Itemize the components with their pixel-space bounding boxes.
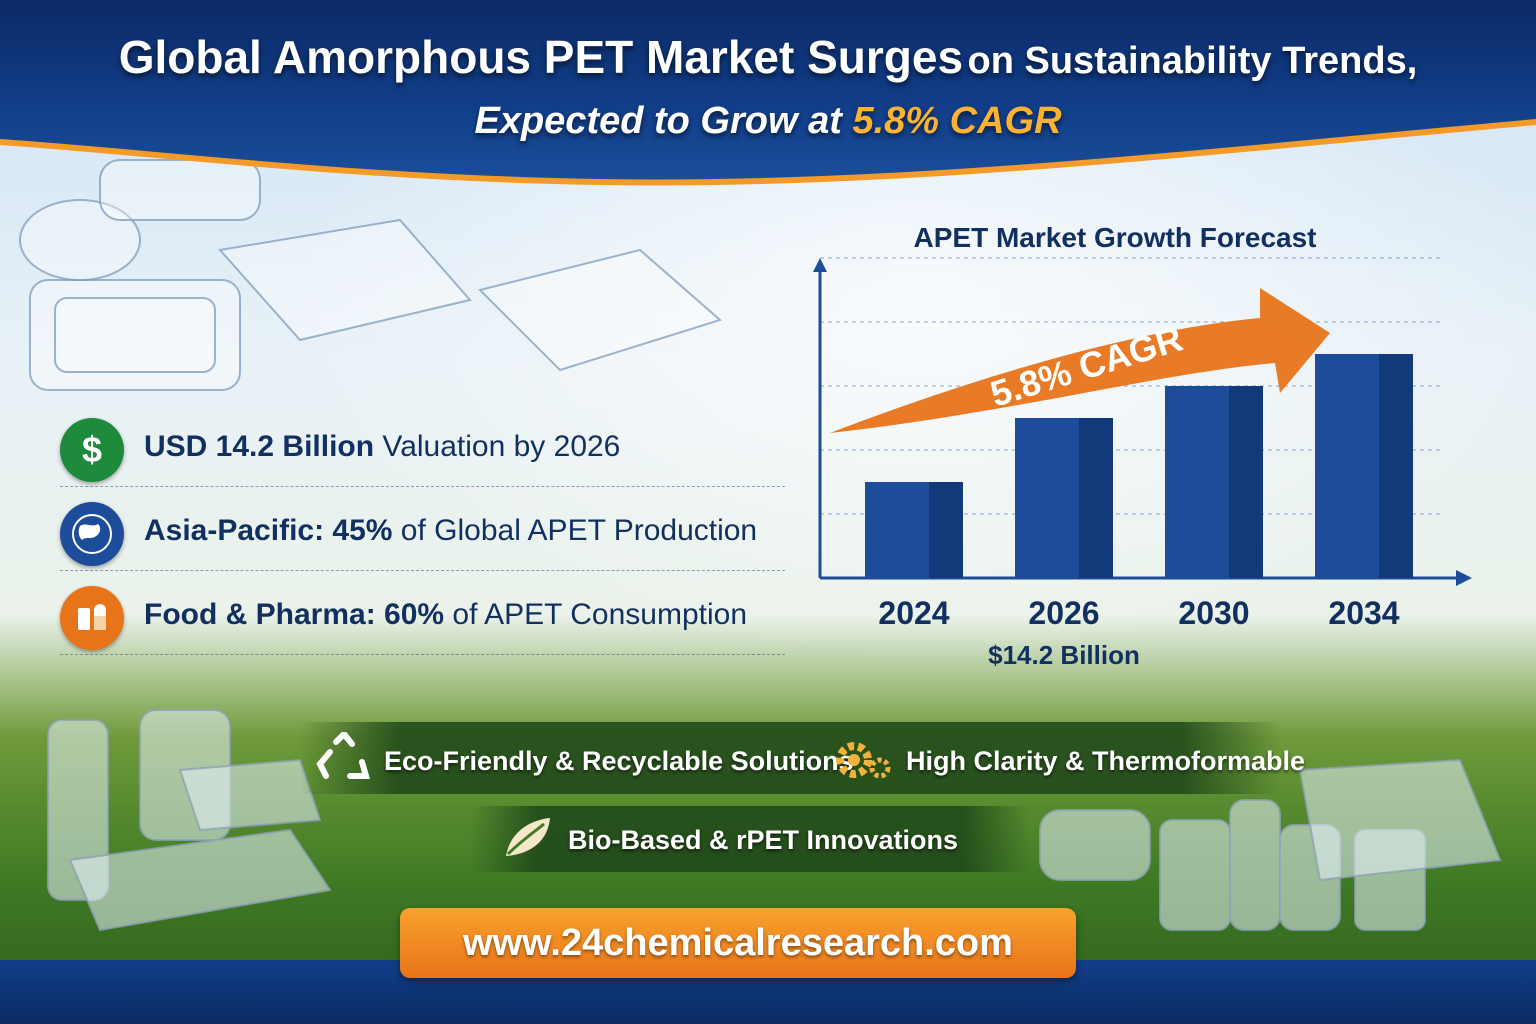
bar-shade <box>1379 354 1413 578</box>
x-axis-arrow <box>1456 570 1472 586</box>
food-pharma-icon <box>60 586 124 650</box>
chart-title: APET Market Growth Forecast <box>913 222 1317 253</box>
recycle-icon <box>316 729 372 791</box>
cagr-arrow <box>830 288 1330 433</box>
title-tail: on Sustainability Trends, <box>967 40 1418 82</box>
stat-valuation-bold: USD 14.2 Billion <box>144 430 375 463</box>
stat-food-rest: of APET Consumption <box>452 598 748 631</box>
bar-shade <box>1079 418 1113 578</box>
tick-label: 2030 <box>1178 595 1249 631</box>
title-main: Global Amorphous PET Market Surges <box>118 31 964 83</box>
dollar-icon: $ <box>60 418 124 482</box>
website-banner[interactable]: www.24chemicalresearch.com <box>400 908 1076 978</box>
stat-asia-pacific: Asia-Pacific: 45% of Global APET Product… <box>60 498 785 571</box>
feature-band <box>300 722 1280 794</box>
subtitle-highlight: 5.8% CAGR <box>852 100 1062 142</box>
stat-valuation: $ USD 14.2 Billion Valuation by 2026 <box>60 414 785 487</box>
feature-clarity: High Clarity & Thermoformable <box>830 732 1305 791</box>
stat-asia-rest: of Global APET Production <box>400 514 758 547</box>
tick-label: 2034 <box>1328 595 1399 631</box>
bar-shade <box>1229 386 1263 578</box>
feature-bio: Bio-Based & rPET Innovations <box>500 812 958 869</box>
stat-food-pharma: Food & Pharma: 60% of APET Consumption <box>60 582 785 655</box>
stat-food-bold: Food & Pharma: 60% <box>144 598 445 631</box>
page-title: Global Amorphous PET Market Surges on Su… <box>0 30 1536 84</box>
tick-label: 2026 <box>1028 595 1099 631</box>
gear-icon <box>830 732 894 791</box>
globe-icon <box>60 502 124 566</box>
stat-asia-bold: Asia-Pacific: 45% <box>144 514 393 547</box>
feature-eco: Eco-Friendly & Recyclable Solutions <box>316 729 854 791</box>
bar-shade <box>929 482 963 578</box>
subtitle-pre: Expected to Grow at <box>474 100 842 142</box>
feature-bio-label: Bio-Based & rPET Innovations <box>568 825 959 855</box>
leaf-icon <box>500 812 556 869</box>
data-label: $14.2 Billion <box>988 640 1140 670</box>
feature-clarity-label: High Clarity & Thermoformable <box>906 746 1306 776</box>
tick-label: 2024 <box>878 595 949 631</box>
feature-eco-label: Eco-Friendly & Recyclable Solutions <box>384 746 854 776</box>
stat-valuation-rest: Valuation by 2026 <box>382 430 621 463</box>
page-subtitle: Expected to Grow at 5.8% CAGR <box>0 100 1536 143</box>
website-link[interactable]: www.24chemicalresearch.com <box>463 921 1013 964</box>
y-axis-arrow <box>813 258 827 272</box>
feature-band-2 <box>470 806 1030 872</box>
